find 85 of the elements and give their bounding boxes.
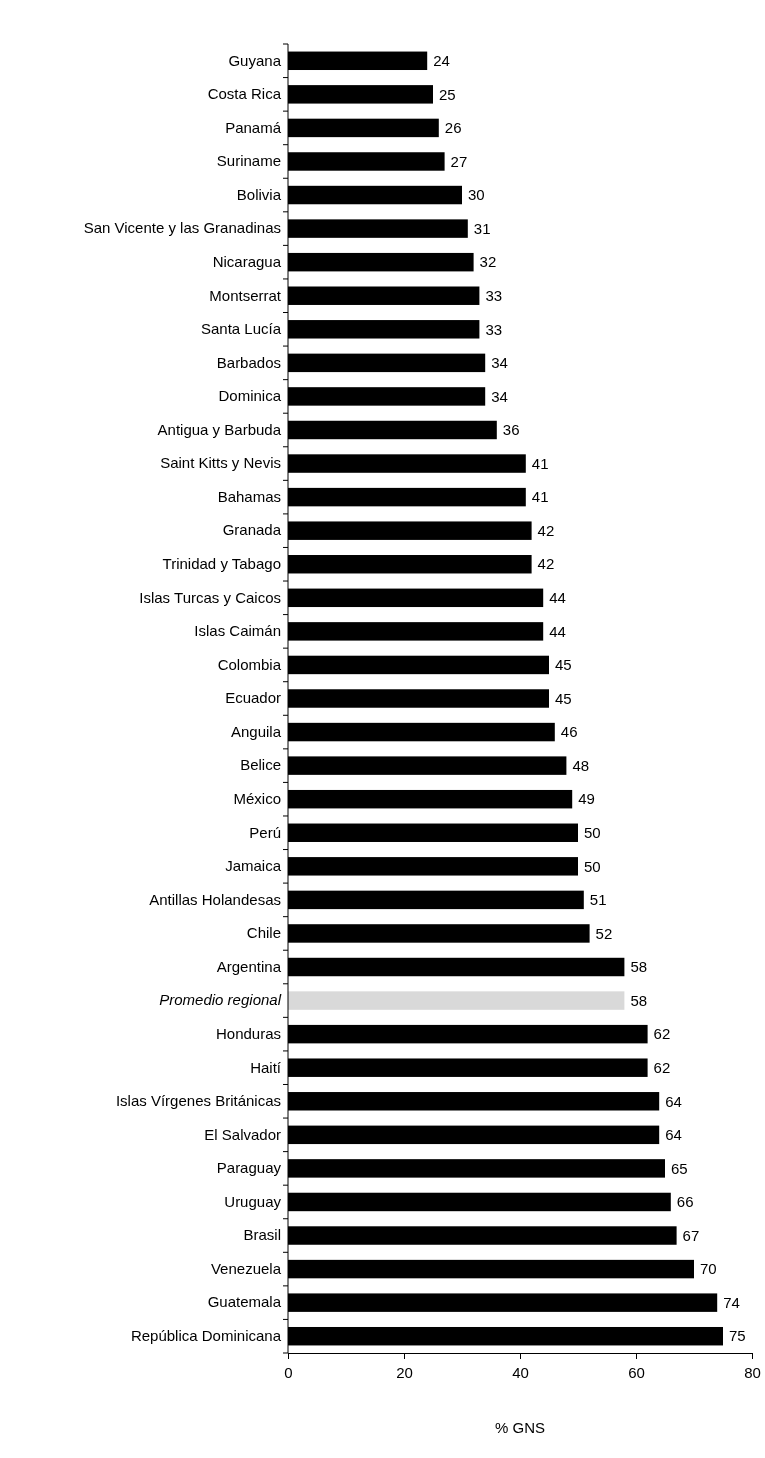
data-label: 36 [502,421,520,439]
data-label: 64 [665,1126,682,1144]
data-label: 26 [444,119,462,137]
data-label: 41 [531,488,549,506]
data-label: 42 [537,555,555,573]
y-tick-label: San Vicente y las Granadinas [83,219,281,237]
data-label: 33 [485,286,503,304]
y-tick-label: Paraguay [216,1159,282,1177]
y-tick-label: Antillas Holandesas [149,890,281,908]
x-tick-label: 0 [284,1363,293,1381]
y-tick-label: Honduras [215,1024,281,1042]
y-tick-label: Bolivia [236,185,282,203]
data-label: 34 [491,387,508,405]
data-label: 62 [653,1025,671,1043]
data-label: 27 [450,152,468,170]
data-label: 42 [537,521,555,539]
x-tick-label: 40 [512,1363,529,1381]
data-label: 31 [473,219,491,237]
y-tick-label: Islas Turcas y Caicos [139,588,281,606]
data-label: 49 [578,790,595,808]
y-tick-label: Saint Kitts y Nevis [160,454,281,472]
data-label: 64 [665,1092,682,1110]
data-label: 44 [549,589,566,607]
data-label: 75 [729,1327,746,1345]
y-tick-label: Chile [246,924,281,942]
y-tick-label: México [233,789,281,807]
data-label: 52 [595,924,613,942]
data-label: 45 [555,689,572,707]
data-label: 66 [676,1193,694,1211]
data-label: 50 [584,824,601,842]
data-label: 41 [531,454,549,472]
y-tick-label: Nicaragua [212,252,282,270]
y-tick-label: Jamaica [225,857,282,875]
data-label: 30 [468,186,485,204]
data-label: 46 [560,723,578,741]
y-tick-label: Dominica [218,387,282,405]
y-tick-label: Promedio regional [159,991,282,1009]
y-tick-label: Islas Caimán [194,622,281,640]
data-label: 48 [572,756,590,774]
y-tick-label: Haití [250,1058,282,1076]
data-label: 32 [479,253,497,271]
x-axis-title: % GNS [494,1419,546,1436]
data-label: 62 [653,1058,671,1076]
y-tick-label: Brasil [243,1226,281,1244]
y-tick-label: Panamá [225,118,282,136]
y-tick-label: Ecuador [225,689,281,707]
data-label: 65 [671,1159,688,1177]
data-label: 58 [630,991,648,1009]
y-tick-label: Guyana [228,51,282,69]
y-tick-label: Antigua y Barbuda [157,420,282,438]
y-tick-label: Uruguay [224,1192,282,1210]
y-tick-label: Suriname [216,152,281,170]
y-tick-label: Montserrat [209,286,282,304]
bar [288,991,625,1010]
data-label: 34 [491,354,508,372]
data-label: 33 [485,320,503,338]
data-label: 67 [682,1226,700,1244]
y-tick-label: República Dominicana [130,1327,282,1345]
y-tick-label: Argentina [216,957,282,975]
data-label: 58 [630,958,648,976]
data-label: 50 [584,857,601,875]
data-label: 24 [433,52,450,70]
y-tick-label: Bahamas [217,487,281,505]
data-label: 74 [723,1293,740,1311]
y-tick-label: Guatemala [207,1293,282,1311]
data-label: 45 [555,656,572,674]
x-tick-label: 60 [628,1363,645,1381]
data-label: 25 [439,85,456,103]
y-tick-label: Islas Vírgenes Británicas [115,1092,281,1110]
y-tick-label: Anguila [230,722,282,740]
y-tick-label: Barbados [216,353,281,371]
y-tick-label: Perú [249,823,281,841]
y-tick-label: Colombia [217,655,282,673]
y-tick-label: Santa Lucía [200,320,282,338]
y-tick-label: Costa Rica [207,85,282,103]
data-label: 51 [589,891,607,909]
y-tick-label: Trinidad y Tabago [162,555,281,573]
y-tick-label: Belice [240,756,281,774]
y-tick-label: Venezuela [210,1259,282,1277]
data-label: 44 [549,622,566,640]
data-label: 70 [700,1260,717,1278]
y-tick-label: Granada [222,521,282,539]
x-tick-label: 20 [396,1363,413,1381]
y-tick-label: El Salvador [204,1125,281,1143]
x-tick-label: 80 [744,1363,761,1381]
